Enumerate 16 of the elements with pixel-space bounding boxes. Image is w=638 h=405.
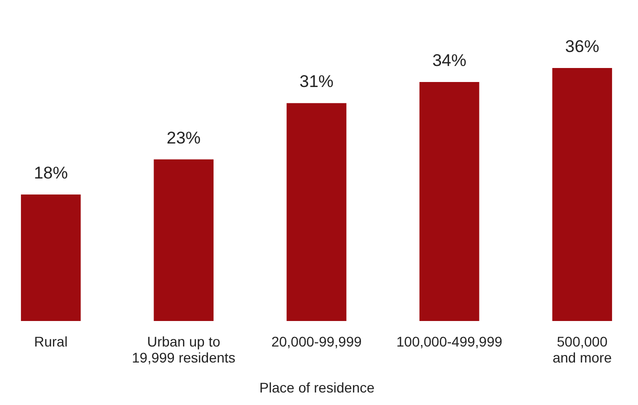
x-tick-label: Rural [34,334,68,350]
data-label: 31% [299,72,334,92]
x-tick-label: 100,000-499,999 [396,334,502,350]
x-axis-title: Place of residence [259,380,375,396]
bar [154,159,214,321]
data-label: 18% [34,164,68,182]
x-tick-label: Urban up to 19,999 residents [132,334,236,366]
bar [552,68,612,321]
data-label: 23% [166,128,201,148]
data-label: 36% [565,37,600,56]
bar [20,194,81,321]
x-tick-label: 500,000 and more [552,334,612,366]
bar [419,82,480,321]
bar [286,103,346,321]
data-label: 34% [432,51,466,70]
x-tick-label: 20,000-99,999 [271,334,362,350]
